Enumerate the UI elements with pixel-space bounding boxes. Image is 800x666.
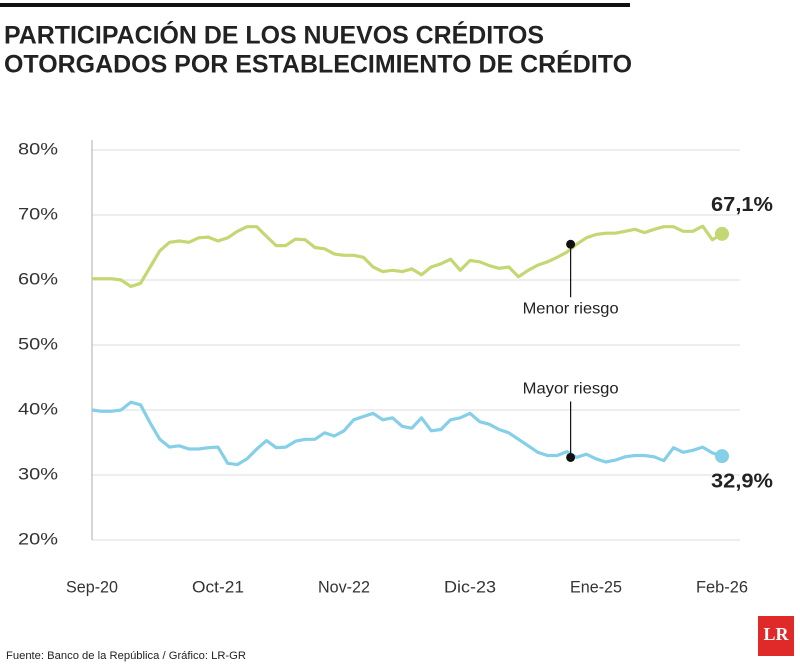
logo: LR [763, 624, 789, 644]
value-label: 32,9% [711, 470, 773, 492]
x-tick-label: Oct-21 [192, 577, 244, 596]
x-tick-label: Sep-20 [66, 577, 118, 596]
x-tick-label: Dic-23 [444, 577, 496, 596]
y-tick-label: 70% [18, 204, 58, 223]
legend-label: Menor riesgo [523, 300, 619, 317]
end-point [715, 449, 729, 464]
y-tick-label: 80% [18, 139, 58, 158]
chart-title: PARTICIPACIÓN DE LOS NUEVOS CRÉDITOS [4, 20, 544, 50]
callout-dot [566, 239, 576, 249]
y-tick-label: 30% [18, 464, 58, 483]
x-tick-label: Nov-22 [318, 577, 370, 596]
y-tick-label: 40% [18, 399, 58, 418]
legend-label: Mayor riesgo [523, 381, 619, 398]
y-tick-label: 20% [18, 529, 58, 548]
source: Fuente: Banco de la República / Gráfico:… [6, 650, 246, 662]
series-line [91, 400, 723, 467]
chart-title: OTORGADOS POR ESTABLECIMIENTO DE CRÉDITO [4, 50, 632, 79]
callout-dot [566, 452, 576, 462]
end-point [715, 226, 729, 241]
y-tick-label: 50% [18, 334, 58, 353]
x-tick-label: Ene-25 [570, 577, 622, 596]
logo-box [758, 616, 794, 656]
value-label: 67,1% [711, 194, 773, 216]
x-tick-label: Feb-26 [696, 577, 748, 596]
y-tick-label: 60% [18, 269, 58, 288]
series-line [92, 224, 723, 289]
